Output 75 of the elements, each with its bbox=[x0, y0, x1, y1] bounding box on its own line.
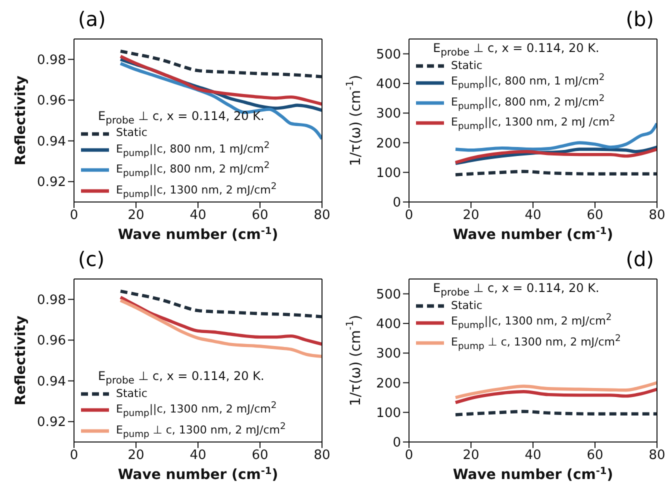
legend-label: Static bbox=[116, 386, 148, 400]
x-tick-label: 80 bbox=[314, 448, 330, 464]
line-series bbox=[118, 290, 322, 318]
x-tick-label: 80 bbox=[648, 208, 666, 224]
x-tick-label: 60 bbox=[586, 448, 604, 464]
legend-title: E$_{probe}$ ⊥ c, x = 0.114, 20 K. bbox=[98, 108, 266, 128]
legend-label: E$_{pump}$ ⊥ c, 1300 nm, 2 mJ/cm$^{2}$ bbox=[116, 420, 286, 441]
legend-label: E$_{pump}$||c, 1300 nm, 2 mJ/cm$^{2}$ bbox=[451, 312, 612, 333]
legend-label: Static bbox=[451, 298, 482, 312]
y-tick-label: 0.96 bbox=[37, 334, 66, 349]
y-tick-label: 0.94 bbox=[37, 134, 66, 150]
x-axis-title: Wave number (cm$^{-1}$) bbox=[118, 466, 278, 483]
x-tick-label: 40 bbox=[190, 448, 206, 464]
chart-title: (a) bbox=[77, 7, 107, 31]
x-tick-label: 0 bbox=[70, 448, 78, 464]
y-tick-label: 400 bbox=[376, 317, 401, 332]
x-tick-label: 60 bbox=[586, 208, 604, 224]
x-tick-label: 0 bbox=[404, 448, 414, 464]
y-tick-label: 0 bbox=[392, 196, 401, 211]
x-tick-label: 20 bbox=[128, 448, 144, 464]
x-tick-label: 40 bbox=[524, 208, 542, 224]
x-tick-label: 60 bbox=[252, 208, 268, 224]
legend-label: E$_{pump}$||c, 800 nm, 2 mJ/cm$^{2}$ bbox=[451, 92, 605, 114]
legend-title: E$_{probe}$ ⊥ c, x = 0.114, 20 K. bbox=[98, 368, 266, 388]
legend-label: E$_{pump}$||c, 1300 nm, 2 mJ/cm$^{2}$ bbox=[116, 400, 277, 421]
line-series bbox=[118, 298, 322, 358]
chart-title: (b) bbox=[624, 7, 655, 31]
y-tick-label: 0.98 bbox=[37, 292, 66, 308]
line-series bbox=[118, 54, 322, 106]
x-axis-title: Wave number (cm$^{-1}$) bbox=[452, 466, 614, 483]
legend-label: E$_{pump}$||c, 800 nm, 1 mJ/cm$^{2}$ bbox=[116, 140, 270, 160]
chart-title: (c) bbox=[77, 247, 106, 271]
x-tick-label: 20 bbox=[462, 208, 480, 224]
y-tick-label: 0.92 bbox=[37, 415, 66, 430]
y-axis-title: Reflectivity bbox=[12, 76, 29, 166]
y-axis-title: Reflectivity bbox=[12, 316, 29, 406]
y-tick-label: 300 bbox=[376, 106, 401, 122]
x-tick-label: 60 bbox=[252, 448, 268, 464]
y-tick-label: 100 bbox=[376, 166, 401, 181]
line-series bbox=[454, 381, 657, 400]
x-tick-label: 0 bbox=[70, 208, 78, 224]
y-tick-label: 0.98 bbox=[37, 52, 66, 68]
chart-title: (d) bbox=[624, 247, 655, 271]
y-tick-label: 500 bbox=[376, 287, 401, 302]
y-tick-label: 200 bbox=[376, 376, 401, 392]
x-tick-label: 0 bbox=[404, 208, 414, 224]
legend-label: Static bbox=[451, 58, 482, 72]
y-tick-label: 0.96 bbox=[37, 94, 66, 109]
x-tick-label: 80 bbox=[648, 448, 666, 464]
y-tick-label: 0 bbox=[392, 436, 401, 451]
y-tick-label: 100 bbox=[376, 406, 401, 421]
x-tick-label: 20 bbox=[128, 208, 144, 224]
x-tick-label: 40 bbox=[190, 208, 206, 224]
line-series bbox=[118, 296, 322, 346]
x-tick-label: 40 bbox=[524, 448, 542, 464]
y-tick-label: 200 bbox=[376, 136, 401, 152]
x-tick-label: 80 bbox=[314, 208, 330, 224]
y-tick-label: 500 bbox=[376, 47, 401, 62]
y-tick-label: 0.94 bbox=[37, 374, 66, 390]
legend-label: E$_{pump}$||c, 1300 nm, 2 mJ/cm$^{2}$ bbox=[116, 180, 277, 201]
legend-label: E$_{pump}$||c, 1300 nm, 2 mJ /cm$^{2}$ bbox=[451, 113, 616, 134]
y-tick-label: 400 bbox=[376, 77, 401, 92]
x-axis-title: Wave number (cm$^{-1}$) bbox=[118, 226, 278, 243]
legend-label: E$_{pump}$ ⊥ c, 1300 nm, 2 mJ/cm$^{2}$ bbox=[451, 332, 621, 354]
legend-label: Static bbox=[116, 126, 148, 140]
x-axis-title: Wave number (cm$^{-1}$) bbox=[452, 226, 614, 243]
line-series bbox=[118, 50, 322, 78]
line-series bbox=[454, 388, 657, 404]
legend-title: E$_{probe}$ ⊥ c, x = 0.114, 20 K. bbox=[433, 41, 600, 60]
legend-label: E$_{pump}$||c, 800 nm, 1 mJ/cm$^{2}$ bbox=[451, 72, 605, 93]
legend-title: E$_{probe}$ ⊥ c, x = 0.114, 20 K. bbox=[433, 281, 600, 300]
legend-label: E$_{pump}$||c, 800 nm, 2 mJ/cm$^{2}$ bbox=[116, 160, 270, 181]
y-tick-label: 300 bbox=[376, 346, 401, 362]
y-tick-label: 0.92 bbox=[37, 175, 66, 190]
x-tick-label: 20 bbox=[462, 448, 480, 464]
